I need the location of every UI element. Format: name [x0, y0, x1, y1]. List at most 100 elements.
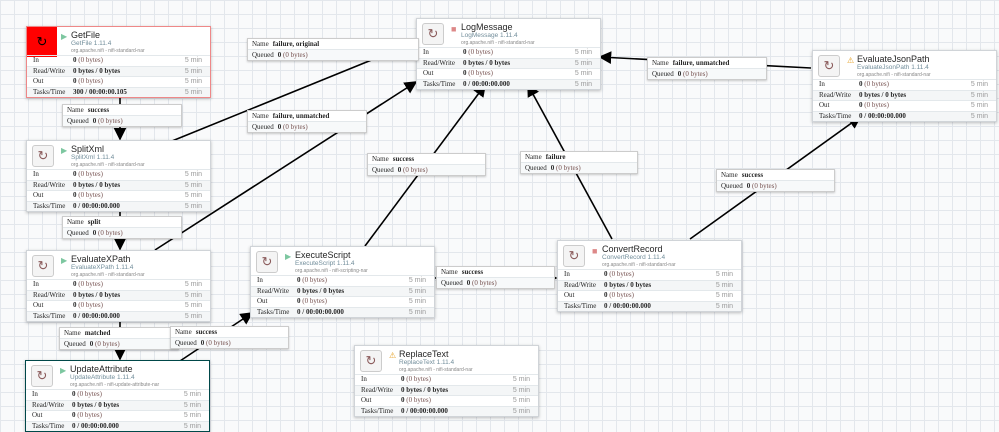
connection-label[interactable]: Name failure, unmatched Queued 0 (0 bytes): [247, 110, 367, 133]
stat-out: Out 0 (0 bytes) 5 min: [27, 300, 210, 311]
stat-in: In 0 (0 bytes) 5 min: [813, 79, 996, 90]
stat-read-write-window: 5 min: [184, 291, 202, 299]
stat-read-write-label: Read/Write: [819, 90, 851, 99]
stat-out-size: (0 bytes): [78, 191, 103, 199]
stat-read-write-window: 5 min: [574, 59, 592, 67]
stat-out-window: 5 min: [183, 412, 201, 419]
stat-read-write-label: Read/Write: [33, 66, 65, 75]
queued-count: 0: [277, 123, 282, 131]
stat-out-size: (0 bytes): [609, 291, 634, 299]
processor-type: UpdateAttribute 1.11.4: [70, 374, 135, 381]
running-icon: ▶: [61, 146, 68, 155]
stat-in-window: 5 min: [574, 49, 592, 56]
processor-header: ↻ ■ ConvertRecord ConvertRecord 1.11.4 org.a…: [558, 241, 741, 269]
running-icon: ▶: [285, 252, 292, 261]
stat-read-write-text: 0 bytes / 0 bytes: [297, 286, 345, 295]
processor-icon: ↻: [31, 365, 53, 387]
stat-in-value: 0 (0 bytes): [297, 276, 327, 284]
processor-executescript[interactable]: ↻ ▶ ExecuteScript ExecuteScript 1.11.4 org.a…: [250, 246, 435, 318]
processor-splitxml[interactable]: ↻ ▶ SplitXml SplitXml 1.11.4 org.apache.nifi…: [26, 140, 211, 212]
stat-in-count: 0: [72, 390, 76, 398]
processor-replacetext[interactable]: ↻ ⚠ ReplaceText ReplaceText 1.11.4 org.apach…: [354, 345, 539, 417]
connection-queue-row: Queued 0 (0 bytes): [63, 227, 181, 238]
stat-in-value: 0 (0 bytes): [401, 375, 431, 383]
stat-read-write-value: 0 bytes / 0 bytes: [73, 181, 120, 189]
connection-label[interactable]: Name success Queued 0 (0 bytes): [716, 169, 835, 192]
stat-tasks-time-value: 0 / 00:00:00.000: [297, 308, 344, 316]
connection-queued-label: Queued: [252, 123, 274, 131]
stat-in: In 0 (0 bytes) 5 min: [27, 279, 210, 290]
stat-in-window: 5 min: [184, 57, 202, 64]
queued-size: (0 bytes): [683, 70, 708, 78]
stat-read-write-text: 0 bytes / 0 bytes: [73, 180, 121, 189]
stat-out-size: (0 bytes): [468, 69, 493, 77]
stat-read-write-text: 0 bytes / 0 bytes: [604, 280, 652, 289]
connection-line[interactable]: [154, 81, 418, 251]
stat-read-write-text: 0 bytes / 0 bytes: [72, 400, 120, 409]
stat-in-value: 0 (0 bytes): [463, 48, 493, 56]
connection-label[interactable]: Name matched Queued 0 (0 bytes): [59, 327, 179, 350]
stat-tasks-time-value: 0 / 00:00:00.000: [73, 202, 120, 210]
queued-size: (0 bytes): [98, 117, 123, 125]
queued-count: 0: [397, 166, 402, 174]
processor-icon: ↻: [256, 251, 278, 273]
stat-tasks-time-window: 5 min: [512, 407, 530, 415]
connection-label[interactable]: Name success Queued 0 (0 bytes): [170, 326, 289, 349]
processor-icon: ↻: [563, 245, 585, 267]
processor-name: ConvertRecord: [602, 244, 663, 254]
stat-tasks-time-text: 0 / 00:00:00.000: [859, 111, 906, 120]
processor-evaluatejsonpath[interactable]: ↻ ⚠ EvaluateJsonPath EvaluateJsonPath 1.11.…: [812, 50, 997, 122]
connection-label[interactable]: Name failure, original Queued 0 (0 bytes): [247, 38, 419, 61]
stat-in-size: (0 bytes): [406, 375, 431, 383]
stat-out-value: 0 (0 bytes): [604, 291, 634, 299]
connection-queued-label: Queued: [175, 339, 197, 347]
connection-name-row: Name failure, unmatched: [648, 58, 766, 68]
processor-logmessage[interactable]: ↻ ■ LogMessage LogMessage 1.11.4 org.apache.…: [416, 18, 601, 90]
processor-updateattribute[interactable]: ↻ ▶ UpdateAttribute UpdateAttribute 1.11.4 o…: [25, 360, 210, 432]
queued-size: (0 bytes): [98, 229, 123, 237]
stat-tasks-time-label: Tasks/Time: [33, 87, 66, 96]
stat-tasks-time: Tasks/Time 0 / 00:00:00.000 5 min: [813, 110, 996, 121]
connection-name: success: [741, 171, 764, 179]
connection-label[interactable]: Name split Queued 0 (0 bytes): [62, 216, 182, 239]
processor-header: ↻ ▶ ExecuteScript ExecuteScript 1.11.4 org.a…: [251, 247, 434, 275]
connection-label[interactable]: Name failure Queued 0 (0 bytes): [520, 151, 638, 174]
connection-name-row: Name split: [63, 217, 181, 227]
processor-bundle: org.apache.nifi - nifi-update-attribute-…: [70, 382, 160, 388]
stat-tasks-time-text: 300 / 00:00:00.105: [73, 87, 127, 96]
stat-out-value: 0 (0 bytes): [859, 101, 889, 109]
stat-read-write: Read/Write 0 bytes / 0 bytes 5 min: [27, 179, 210, 190]
warning-icon: ⚠: [847, 56, 855, 65]
stat-in-size: (0 bytes): [78, 56, 103, 64]
processor-name: GetFile: [71, 30, 101, 40]
stat-read-write: Read/Write 0 bytes / 0 bytes 5 min: [27, 65, 210, 76]
processor-convertrecord[interactable]: ↻ ■ ConvertRecord ConvertRecord 1.11.4 org.a…: [557, 240, 742, 312]
processor-icon: ↻: [422, 23, 444, 45]
stat-tasks-time-label: Tasks/Time: [361, 406, 394, 415]
queued-count: 0: [92, 117, 97, 125]
processor-getfile[interactable]: ↻ ▶ GetFile GetFile 1.11.4 org.apache.nifi -…: [26, 26, 211, 98]
stat-tasks-time-window: 5 min: [715, 302, 733, 310]
stat-in: In 0 (0 bytes) 5 min: [26, 389, 209, 400]
connection-name: failure, unmatched: [272, 112, 330, 120]
connection-label[interactable]: Name success Queued 0 (0 bytes): [62, 104, 182, 127]
processor-header: ↻ ▶ SplitXml SplitXml 1.11.4 org.apache.nifi…: [27, 141, 210, 169]
connection-name-label: Name: [252, 112, 269, 120]
processor-evaluatexpath[interactable]: ↻ ▶ EvaluateXPath EvaluateXPath 1.11.4 org.a…: [26, 250, 211, 322]
stat-in-size: (0 bytes): [864, 80, 889, 88]
connection-label[interactable]: Name success Queued 0 (0 bytes): [436, 266, 555, 289]
stat-tasks-time-text: 0 / 00:00:00.000: [73, 201, 120, 210]
stat-tasks-time-value: 0 / 00:00:00.000: [401, 407, 448, 415]
connection-queue-row: Queued 0 (0 bytes): [60, 338, 178, 349]
connection-queue-row: Queued 0 (0 bytes): [717, 180, 834, 191]
processor-header: ↻ ▶ GetFile GetFile 1.11.4 org.apache.nifi -…: [27, 27, 210, 57]
connection-queue-row: Queued 0 (0 bytes): [248, 49, 418, 60]
queued-size: (0 bytes): [472, 279, 497, 287]
connection-label[interactable]: Name success Queued 0 (0 bytes): [367, 153, 486, 176]
connection-label[interactable]: Name failure, unmatched Queued 0 (0 bytes): [647, 57, 767, 80]
stat-read-write: Read/Write 0 bytes / 0 bytes 5 min: [27, 289, 210, 300]
connection-name-row: Name success: [171, 327, 288, 337]
queued-count: 0: [466, 279, 471, 287]
stat-out-count: 0: [401, 396, 405, 404]
stat-read-write-label: Read/Write: [33, 290, 65, 299]
